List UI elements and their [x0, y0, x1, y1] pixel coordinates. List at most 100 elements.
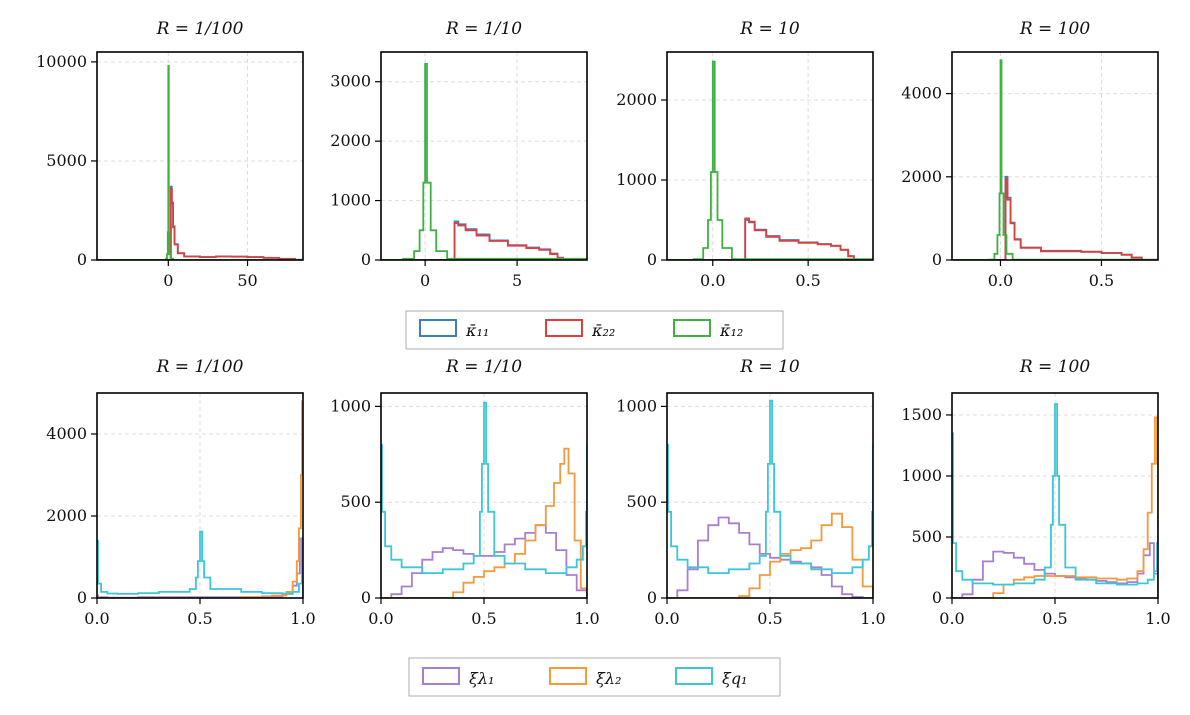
panel-1: 0 50 0 5000 10000 R = 1/100	[36, 19, 304, 290]
y-tick-label: 0	[647, 588, 657, 607]
legend-swatch-xq1	[675, 667, 713, 685]
series-line-k12	[952, 59, 1158, 260]
y-tick-label: 4000	[901, 84, 942, 103]
legend-label-k12: κ̄₁₂	[719, 321, 743, 340]
panel-7: 0.0 0.5 1.0 0 500 1000 R = 10	[616, 357, 885, 628]
panel-8: 0.0 0.5 1.0 0 500 1000 1500 R = 100	[901, 357, 1170, 628]
series-line-xq1	[381, 401, 587, 574]
y-tick-label: 500	[626, 492, 657, 511]
y-tick-label: 1000	[330, 396, 371, 415]
panel-4: 0.0 0.5 0 2000 4000 R = 100	[901, 19, 1159, 290]
y-tick-label: 2000	[616, 90, 657, 109]
axes-frame	[666, 51, 874, 261]
panel-title: R = 100	[1019, 357, 1090, 377]
x-tick-label: 0.5	[471, 609, 496, 628]
legend-entry-xl1: ξλ₁	[422, 667, 494, 688]
axes-frame	[96, 51, 304, 261]
y-tick-label: 3000	[330, 72, 371, 91]
x-tick-label: 0.0	[939, 609, 964, 628]
x-tick-label: 0	[420, 271, 430, 290]
x-tick-label: 50	[237, 271, 257, 290]
series-line-xq1	[97, 530, 303, 595]
series-line-k12	[381, 63, 587, 260]
panel-title: R = 1/10	[445, 357, 522, 377]
legend-swatch-xl1	[422, 667, 460, 685]
legend-label-xl1: ξλ₁	[469, 669, 494, 688]
series-line-k22	[97, 187, 303, 260]
series-line-xl2	[381, 447, 587, 598]
x-tick-label: 1.0	[290, 609, 315, 628]
y-tick-label: 0	[647, 250, 657, 269]
series-group	[381, 63, 587, 260]
x-tick-label: 1.0	[860, 609, 885, 628]
series-line-xl1	[952, 542, 1158, 598]
legend-label-xq1: ξq₁	[722, 669, 747, 688]
series-line-xl1	[667, 516, 873, 598]
y-tick-label: 1000	[616, 170, 657, 189]
series-line-xq1	[952, 403, 1158, 586]
y-tick-label: 500	[340, 492, 371, 511]
panel-6: 0.0 0.5 1.0 0 500 1000 R = 1/10	[330, 357, 599, 628]
series-group	[381, 401, 587, 598]
series-line-xq1	[667, 399, 873, 574]
series-line-xl1	[381, 524, 587, 598]
series-line-xl2	[667, 512, 873, 598]
legend-entry-xq1: ξq₁	[675, 667, 747, 688]
x-tick-label: 0.5	[1089, 271, 1114, 290]
y-tick-label: 1000	[901, 466, 942, 485]
x-tick-label: 0.5	[757, 609, 782, 628]
series-line-k12	[667, 60, 873, 260]
panel-title: R = 1/100	[156, 357, 244, 377]
legend-swatch-xl2	[549, 667, 587, 685]
legend-row1: κ̄₁₁ κ̄₂₂ κ̄₁₂	[405, 310, 784, 350]
x-tick-label: 0.5	[795, 271, 820, 290]
legend-row1-frame	[405, 310, 784, 350]
legend-swatch-k22	[545, 319, 583, 337]
y-tick-label: 0	[932, 250, 942, 269]
x-tick-label: 0.0	[988, 271, 1013, 290]
y-tick-label: 10000	[36, 52, 87, 71]
x-tick-label: 1.0	[1145, 609, 1170, 628]
legend-row2-frame	[408, 657, 781, 697]
legend-label-k11: κ̄₁₁	[465, 321, 489, 340]
y-tick-label: 2000	[46, 506, 87, 525]
legend-swatch-k11	[419, 319, 457, 337]
series-group	[97, 65, 303, 260]
legend-row2: ξλ₁ ξλ₂ ξq₁	[408, 657, 781, 697]
legend-entry-k22: κ̄₂₂	[545, 319, 615, 340]
x-tick-label: 0.0	[654, 609, 679, 628]
series-line-k12	[97, 65, 303, 260]
y-tick-label: 5000	[46, 151, 87, 170]
series-line-k22	[952, 178, 1158, 260]
series-group	[667, 60, 873, 260]
y-tick-label: 1000	[330, 191, 371, 210]
panel-title: R = 10	[739, 19, 800, 39]
series-line-k22	[381, 222, 587, 260]
y-tick-label: 2000	[901, 167, 942, 186]
series-group	[952, 59, 1158, 260]
panel-2: 0 5 0 1000 2000 3000 R = 1/10	[330, 19, 588, 290]
axes-frame	[951, 51, 1159, 261]
series-line-k22	[667, 217, 873, 260]
y-tick-label: 0	[77, 250, 87, 269]
panel-title: R = 1/100	[156, 19, 244, 39]
legend-label-k22: κ̄₂₂	[591, 321, 615, 340]
y-tick-label: 0	[361, 250, 371, 269]
panel-title: R = 100	[1019, 19, 1090, 39]
y-tick-label: 0	[77, 588, 87, 607]
legend-entry-k11: κ̄₁₁	[419, 319, 489, 340]
legend-label-xl2: ξλ₂	[596, 669, 621, 688]
y-tick-label: 0	[361, 588, 371, 607]
panel-5: 0.0 0.5 1.0 0 2000 4000 R = 1/100	[46, 357, 315, 628]
y-tick-label: 1500	[901, 405, 942, 424]
legend-swatch-k12	[673, 319, 711, 337]
x-tick-label: 0	[163, 271, 173, 290]
x-tick-label: 0.0	[84, 609, 109, 628]
legend-entry-xl2: ξλ₂	[549, 667, 621, 688]
legend-entry-k12: κ̄₁₂	[673, 319, 743, 340]
y-tick-label: 2000	[330, 131, 371, 150]
panel-title: R = 1/10	[445, 19, 522, 39]
